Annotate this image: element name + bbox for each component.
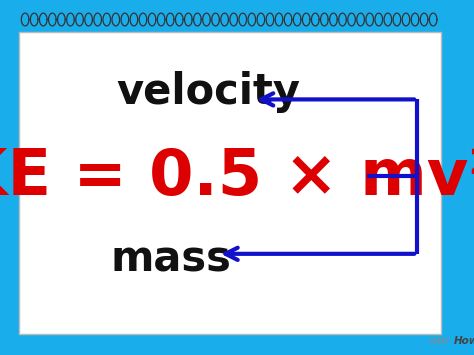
Text: velocity: velocity: [117, 71, 301, 113]
Text: wiki: wiki: [429, 336, 449, 346]
Text: KE = 0.5 × mv²: KE = 0.5 × mv²: [0, 147, 474, 208]
Text: How: How: [454, 336, 474, 346]
Text: mass: mass: [110, 238, 231, 280]
FancyBboxPatch shape: [19, 32, 441, 334]
